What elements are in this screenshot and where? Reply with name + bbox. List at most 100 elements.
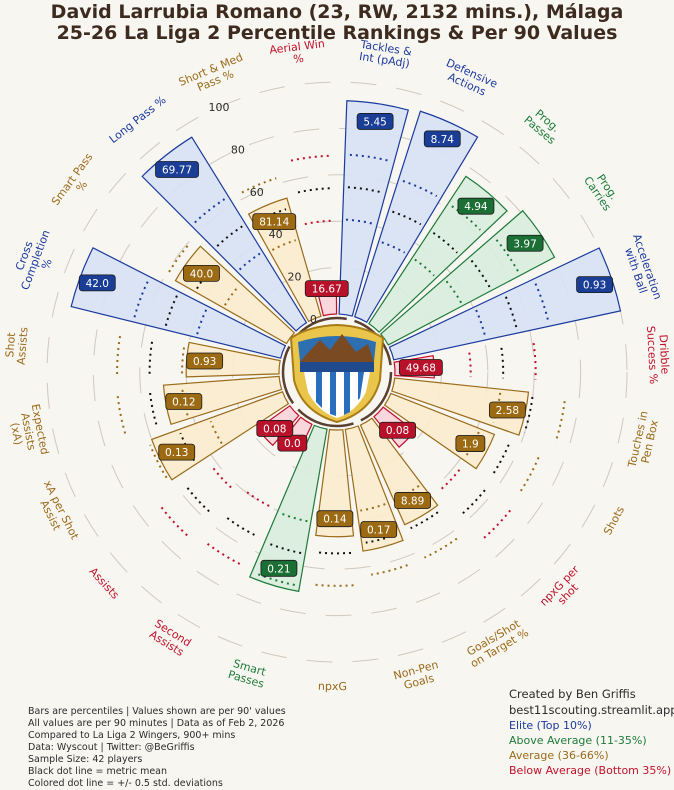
svg-text:1.9: 1.9 <box>462 439 479 451</box>
radial-tick-label: 60 <box>250 186 264 199</box>
svg-text:49.68: 49.68 <box>406 362 436 374</box>
mean-dot-line <box>185 485 210 513</box>
value-label-second-assists: 0.0 <box>277 434 308 452</box>
std-dot-line <box>475 309 487 337</box>
value-label-aerial-win: 16.67 <box>304 280 349 298</box>
value-label-prog-passes: 4.94 <box>457 197 495 215</box>
bar-npxg <box>315 428 355 538</box>
category-label-prog-passes: Prog.Passes <box>521 104 566 147</box>
std-dot-line <box>451 205 481 231</box>
mean-dot-line <box>491 444 510 476</box>
note-line: All values are per 90 minutes | Data as … <box>28 718 285 729</box>
bar-smart-passes <box>249 424 328 593</box>
std-dot-line <box>238 252 261 271</box>
svg-text:40.0: 40.0 <box>190 268 213 280</box>
value-label-goals-shot-on-target: 8.89 <box>394 492 431 509</box>
category-label-npxg-per-shot: npxG pershot <box>537 563 591 617</box>
category-label-tackles-int-padj: Tackles &Int (pAdj) <box>357 38 413 71</box>
category-label-xa-per-shot-assist: xA per ShotAssist <box>30 478 81 547</box>
mean-dot-line <box>148 339 154 374</box>
legend-below-average: Below Average (Bottom 35%) <box>509 764 672 777</box>
mean-dot-line <box>148 390 158 425</box>
std-dot-line <box>290 154 331 162</box>
std-dot-line <box>181 344 186 374</box>
club-crest-logo <box>289 323 385 424</box>
std-dot-line <box>159 504 188 537</box>
category-label-assists: Assists <box>87 565 122 602</box>
legend-average: Average (36-66%) <box>509 749 609 762</box>
svg-text:2.58: 2.58 <box>496 405 519 417</box>
svg-text:42.0: 42.0 <box>86 278 109 290</box>
std-dot-line <box>196 308 208 335</box>
std-dot-line <box>280 512 308 523</box>
value-label-assists: 0.08 <box>256 420 294 437</box>
category-label-expected-assists-xa: ExpectedAssists(xA) <box>5 403 51 460</box>
mean-dot-line <box>504 296 518 330</box>
value-label-touches-in-pen-box: 2.58 <box>488 401 526 419</box>
mean-dot-line <box>216 225 243 247</box>
std-dot-line <box>402 179 438 198</box>
std-dot-line <box>149 444 168 479</box>
value-label-non-pen-goals: 0.17 <box>360 521 398 538</box>
legend: Elite (Top 10%) Above Average (11-35%) A… <box>509 718 671 778</box>
value-label-long-pass: 69.77 <box>155 161 199 178</box>
value-label-cross-completion: 42.0 <box>78 274 116 292</box>
svg-text:8.74: 8.74 <box>431 134 455 146</box>
std-dot-line <box>349 153 390 162</box>
std-dot-line <box>116 393 127 434</box>
value-label-dribble-success: 49.68 <box>398 359 443 376</box>
std-dot-line <box>345 218 374 225</box>
methodology-notes: Bars are percentiles | Values shown are … <box>28 706 286 790</box>
bar-non-pen-goals <box>344 425 404 552</box>
value-label-tackles-int-padj: 5.45 <box>356 113 394 130</box>
value-label-prog-carries: 3.97 <box>506 234 544 252</box>
gridline-circle <box>46 81 628 663</box>
radial-tick-label: 40 <box>269 228 283 241</box>
category-label-short-med-pass: Short & MedPass % <box>177 51 250 100</box>
std-dot-line <box>209 420 223 445</box>
category-label-smart-pass: Smart Pass% <box>49 151 105 215</box>
note-line: Bars are percentiles | Values shown are … <box>28 706 286 717</box>
std-dot-line <box>492 392 502 423</box>
std-dot-line <box>181 387 189 416</box>
category-label-non-pen-goals: Non-PenGoals <box>392 658 443 694</box>
std-dot-line <box>534 283 550 322</box>
std-dot-line <box>532 343 537 380</box>
svg-text:0.08: 0.08 <box>386 425 409 437</box>
value-label-short-med-pass: 81.14 <box>252 213 297 231</box>
svg-text:5.45: 5.45 <box>363 116 386 128</box>
std-dot-line <box>381 241 406 254</box>
gridline-circle <box>92 127 582 617</box>
mean-dot-line <box>297 187 332 194</box>
category-label-shot-assists: ShotAssists <box>3 325 31 365</box>
std-dot-line <box>241 177 277 194</box>
mean-dot-line <box>268 542 302 555</box>
chart-value-labels: 16.67 5.45 8.74 4.94 3.97 0.93 49.68 2.58 1.9 0.0… <box>78 113 613 577</box>
std-dot-line <box>424 537 458 559</box>
legend-elite: Elite (Top 10%) <box>509 719 592 732</box>
std-dot-line <box>445 280 463 304</box>
inner-ring <box>281 316 393 428</box>
chart-radial-ticks: 0 20 40 60 80 100 <box>209 101 317 326</box>
std-dot-line <box>314 583 354 587</box>
std-dot-line <box>370 564 408 576</box>
value-label-smart-pass: 40.0 <box>183 264 220 282</box>
svg-text:8.89: 8.89 <box>401 495 424 507</box>
title-line-1: David Larrubia Romano (23, RW, 2132 mins… <box>50 1 624 23</box>
std-dot-line <box>116 333 122 375</box>
mean-dot-line <box>225 516 255 536</box>
std-dot-line <box>271 239 297 251</box>
bar-long-pass <box>141 136 308 332</box>
category-label-touches-in-pen-box: Touches inPen Box <box>625 410 662 473</box>
bar-prog-passes <box>368 175 508 333</box>
category-label-long-pass: Long Pass % <box>107 93 169 146</box>
gridline-circle <box>139 174 535 570</box>
std-dot-line <box>360 503 386 512</box>
value-label-xa-per-shot-assist: 0.13 <box>158 443 196 461</box>
note-line: Sample Size: 42 players <box>28 754 143 765</box>
std-dot-line <box>245 490 270 507</box>
value-label-defensive-actions: 8.74 <box>423 130 461 148</box>
value-label-npxg-per-shot: 0.08 <box>379 421 416 439</box>
std-dot-line <box>481 509 512 541</box>
value-label-npxg: 0.14 <box>316 510 354 528</box>
